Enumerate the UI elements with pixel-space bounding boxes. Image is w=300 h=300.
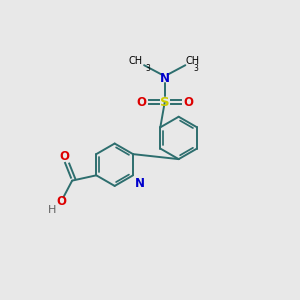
- Text: O: O: [136, 96, 146, 109]
- Text: CH: CH: [128, 56, 142, 66]
- Text: N: N: [134, 177, 145, 190]
- Text: 3: 3: [145, 64, 150, 73]
- Text: H: H: [48, 205, 57, 215]
- Text: 3: 3: [193, 64, 198, 73]
- Text: N: N: [160, 72, 170, 85]
- Text: O: O: [57, 195, 67, 208]
- Text: CH: CH: [185, 56, 200, 66]
- Text: O: O: [59, 150, 69, 163]
- Text: S: S: [160, 96, 169, 109]
- Text: O: O: [183, 96, 193, 109]
